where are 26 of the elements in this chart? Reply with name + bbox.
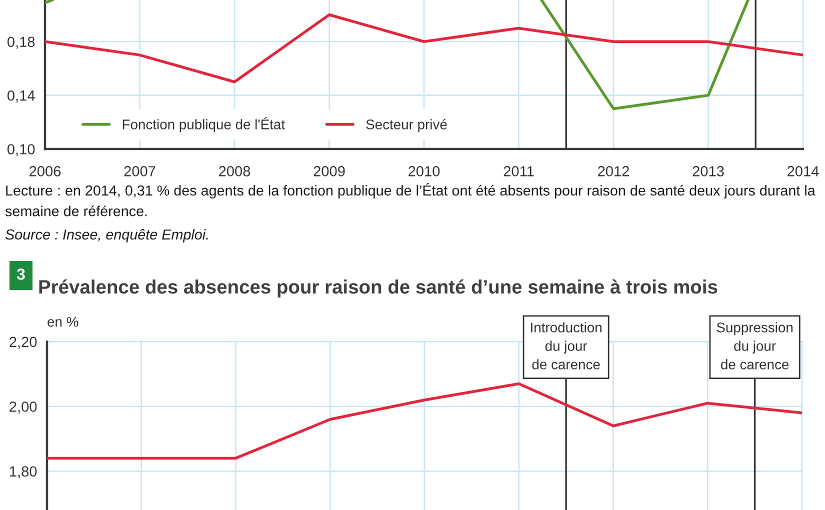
- text: 3: [16, 268, 25, 280]
- legend-label: Fonction publique de l'État: [122, 117, 285, 132]
- x-tick-label: 2007: [124, 166, 156, 176]
- ref-line-label: Introduction du jour de carence: [531, 322, 602, 370]
- line-series: [47, 382, 802, 460]
- y-tick-label: 2,00: [10, 402, 37, 414]
- y-tick-label: 1,80: [10, 466, 37, 478]
- y-tick-label: 0,14: [7, 90, 35, 102]
- y-tick-label: 2,20: [10, 336, 37, 349]
- ref-line-label: Suppression du jour de carence: [716, 322, 793, 370]
- y-tick-label: 0,18: [7, 36, 35, 49]
- legend-label: Secteur privé: [366, 119, 447, 132]
- x-tick-label: 2008: [219, 166, 250, 176]
- x-tick-label: 2011: [504, 166, 534, 176]
- chart-title: Prévalence des absences pour raison de santé d’une semaine à trois mois: [39, 279, 718, 298]
- x-tick-label: 2006: [30, 166, 61, 176]
- y-tick-label: 0,10: [7, 144, 35, 156]
- source-note: Source : Insee, enquête Emploi.: [5, 229, 208, 242]
- x-tick-label: 2009: [314, 166, 345, 176]
- x-tick-label: 2013: [692, 166, 724, 176]
- y-axis-title: en %: [48, 316, 78, 327]
- x-tick-label: 2014: [788, 166, 819, 176]
- x-tick-label: 2012: [598, 166, 629, 176]
- x-tick-label: 2010: [408, 166, 440, 176]
- line-series: [45, 13, 803, 84]
- text: Lecture : en 2014, 0,31 % des agents de la fonction publique de l’État ont été absents pour raison de santé deux jours durant la semaine de référence.: [5, 183, 816, 216]
